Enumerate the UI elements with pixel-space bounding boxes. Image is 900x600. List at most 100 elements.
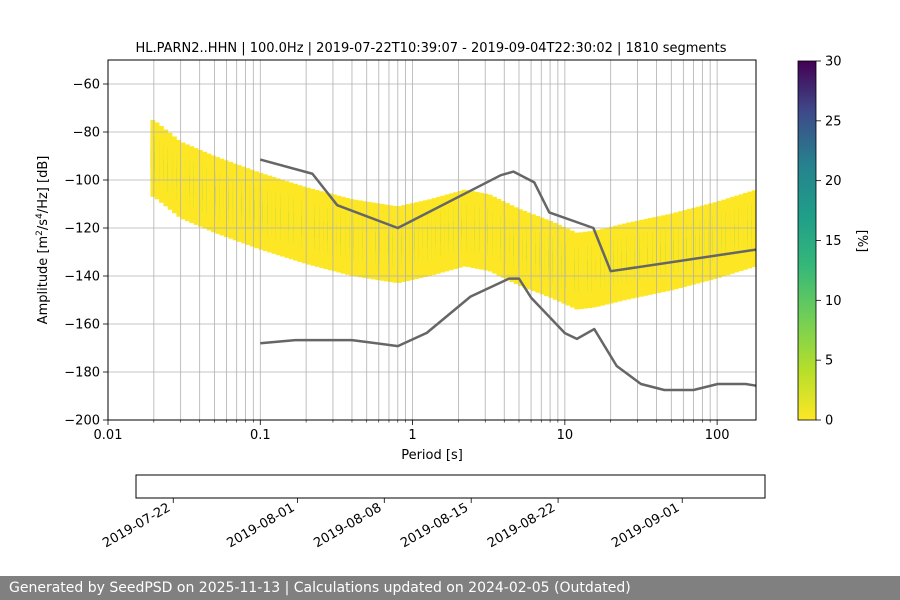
heatmap-cell <box>487 194 493 272</box>
heatmap-cell <box>340 196 346 274</box>
heatmap-cell <box>431 198 437 275</box>
heatmap-cell <box>198 149 203 227</box>
heatmap-cell <box>656 216 662 294</box>
heatmap-cell <box>574 232 580 310</box>
x-axis-ticks: 0.01 0.1 1 10 100 <box>94 420 730 443</box>
heatmap-cell <box>366 201 372 279</box>
heatmap-cell <box>630 221 636 299</box>
y-axis-ticks: −60 −80 −100 −120 −140 −160 −180 −200 <box>64 78 108 429</box>
heatmap-cell <box>695 206 701 284</box>
heatmap-cell <box>531 214 536 292</box>
y-tick-label: −160 <box>64 318 100 333</box>
colorbar: [%] 0 5 10 15 20 25 30 <box>797 55 869 429</box>
heatmap-cell <box>280 179 285 257</box>
heatmap-cell <box>613 225 618 303</box>
availability-tick-label: 2019-08-15 <box>398 500 471 551</box>
heatmap-cell <box>751 190 757 268</box>
heatmap-cell <box>228 161 234 239</box>
y-axis-label: Amplitude [m2/s4/Hz] [dB] <box>35 156 51 325</box>
psd-density-heatmap <box>150 120 757 310</box>
data-availability-panel: 2019-07-22 2019-08-01 2019-08-08 2019-08-15… <box>100 474 766 551</box>
heatmap-cell <box>327 193 333 271</box>
heatmap-cell <box>738 194 744 272</box>
chart-title: HL.PARN2..HHN | 100.0Hz | 2019-07-22T10:… <box>135 41 726 56</box>
heatmap-cell <box>725 198 731 276</box>
heatmap-cell <box>332 194 337 272</box>
heatmap-cell <box>626 222 631 300</box>
heatmap-cell <box>470 191 476 268</box>
heatmap-cell <box>518 209 523 287</box>
heatmap-cell <box>275 178 281 256</box>
heatmap-cell <box>375 203 381 281</box>
heatmap-cell <box>371 202 376 280</box>
heatmap-cell <box>557 224 562 302</box>
heatmap-cell <box>686 208 692 286</box>
heatmap-cell <box>345 197 350 275</box>
heatmap-cell <box>600 228 606 306</box>
heatmap-cell <box>418 201 424 279</box>
heatmap-cell <box>660 215 666 293</box>
heatmap-cell <box>466 190 471 268</box>
heatmap-cell <box>704 204 709 282</box>
heatmap-cell <box>444 194 450 272</box>
heatmap-cell <box>405 204 411 281</box>
colorbar-gradient <box>797 60 817 421</box>
heatmap-cell <box>747 191 753 269</box>
heatmap-cell <box>219 158 225 236</box>
heatmap-cell <box>500 200 506 278</box>
y-tick-label: −60 <box>73 78 100 93</box>
heatmap-cell <box>665 214 670 292</box>
availability-tick-label: 2019-08-08 <box>311 500 384 551</box>
heatmap-cell <box>457 190 463 268</box>
heatmap-cell <box>673 212 679 290</box>
y-tick-label: −100 <box>64 174 100 189</box>
heatmap-cell <box>206 153 212 231</box>
x-tick-label: 100 <box>705 428 730 443</box>
heatmap-cell <box>440 195 445 273</box>
heatmap-cell <box>163 129 169 207</box>
colorbar-tick-label: 30 <box>825 55 842 70</box>
heatmap-cell <box>604 227 610 305</box>
colorbar-tick-label: 15 <box>825 234 842 249</box>
heatmap-cell <box>608 226 614 304</box>
heatmap-cell <box>453 192 458 269</box>
heatmap-cell <box>717 200 722 278</box>
heatmap-cell <box>249 169 255 247</box>
heatmap-cell <box>427 199 432 277</box>
noise-model-curves <box>259 158 757 392</box>
heatmap-cell <box>595 229 601 307</box>
colorbar-tick-label: 20 <box>825 174 842 189</box>
heatmap-cell <box>492 196 497 274</box>
colorbar-tick-label: 0 <box>825 414 833 429</box>
heatmap-cell <box>643 218 649 296</box>
heatmap-cell <box>578 232 584 310</box>
availability-tick-label: 2019-08-01 <box>224 500 297 551</box>
high-noise-model-line <box>259 158 757 273</box>
heatmap-cell <box>483 193 489 271</box>
heatmap-cell <box>284 181 290 258</box>
heatmap-cell <box>479 192 484 270</box>
availability-tick-label: 2019-08-22 <box>485 500 558 551</box>
y-tick-label: −80 <box>73 126 100 141</box>
heatmap-cell <box>232 163 238 241</box>
heatmap-cell <box>591 230 597 308</box>
heatmap-cell <box>621 223 627 301</box>
y-tick-label: −140 <box>64 270 100 285</box>
heatmap-cell <box>414 202 420 280</box>
heatmap-cell <box>669 213 675 291</box>
heatmap-cell <box>652 217 657 294</box>
heatmap-cell <box>271 177 277 254</box>
heatmap-cell <box>202 151 208 229</box>
heatmap-cell <box>211 155 216 233</box>
low-noise-model-line <box>260 277 757 392</box>
heatmap-cell <box>215 157 221 234</box>
heatmap-cell <box>193 148 199 225</box>
y-tick-label: −120 <box>64 222 100 237</box>
availability-tick-label: 2019-07-22 <box>100 500 173 551</box>
heatmap-cell <box>509 205 515 282</box>
heatmap-cell <box>189 146 195 224</box>
heatmap-cell <box>358 200 363 278</box>
heatmap-cell <box>176 139 182 217</box>
heatmap-cell <box>392 205 398 283</box>
